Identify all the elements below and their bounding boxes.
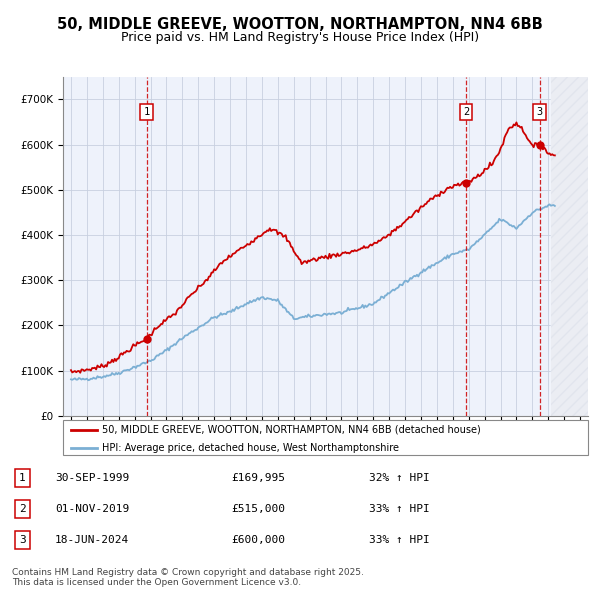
Text: 01-NOV-2019: 01-NOV-2019 xyxy=(55,504,130,514)
Text: 2: 2 xyxy=(19,504,26,514)
Text: Contains HM Land Registry data © Crown copyright and database right 2025.
This d: Contains HM Land Registry data © Crown c… xyxy=(12,568,364,587)
Text: Price paid vs. HM Land Registry's House Price Index (HPI): Price paid vs. HM Land Registry's House … xyxy=(121,31,479,44)
Text: 33% ↑ HPI: 33% ↑ HPI xyxy=(369,535,430,545)
Text: 1: 1 xyxy=(143,107,149,117)
Text: 3: 3 xyxy=(536,107,543,117)
Text: 1: 1 xyxy=(19,473,26,483)
Text: 50, MIDDLE GREEVE, WOOTTON, NORTHAMPTON, NN4 6BB: 50, MIDDLE GREEVE, WOOTTON, NORTHAMPTON,… xyxy=(57,17,543,31)
Text: 3: 3 xyxy=(19,535,26,545)
Text: 33% ↑ HPI: 33% ↑ HPI xyxy=(369,504,430,514)
Text: 32% ↑ HPI: 32% ↑ HPI xyxy=(369,473,430,483)
Text: 50, MIDDLE GREEVE, WOOTTON, NORTHAMPTON, NN4 6BB (detached house): 50, MIDDLE GREEVE, WOOTTON, NORTHAMPTON,… xyxy=(103,425,481,435)
Bar xyxy=(551,77,588,416)
Text: HPI: Average price, detached house, West Northamptonshire: HPI: Average price, detached house, West… xyxy=(103,442,400,453)
Text: 30-SEP-1999: 30-SEP-1999 xyxy=(55,473,130,483)
Text: 2: 2 xyxy=(463,107,469,117)
Text: £515,000: £515,000 xyxy=(231,504,285,514)
FancyBboxPatch shape xyxy=(63,420,588,455)
Text: £600,000: £600,000 xyxy=(231,535,285,545)
Text: £169,995: £169,995 xyxy=(231,473,285,483)
Text: 18-JUN-2024: 18-JUN-2024 xyxy=(55,535,130,545)
Bar xyxy=(551,77,588,416)
